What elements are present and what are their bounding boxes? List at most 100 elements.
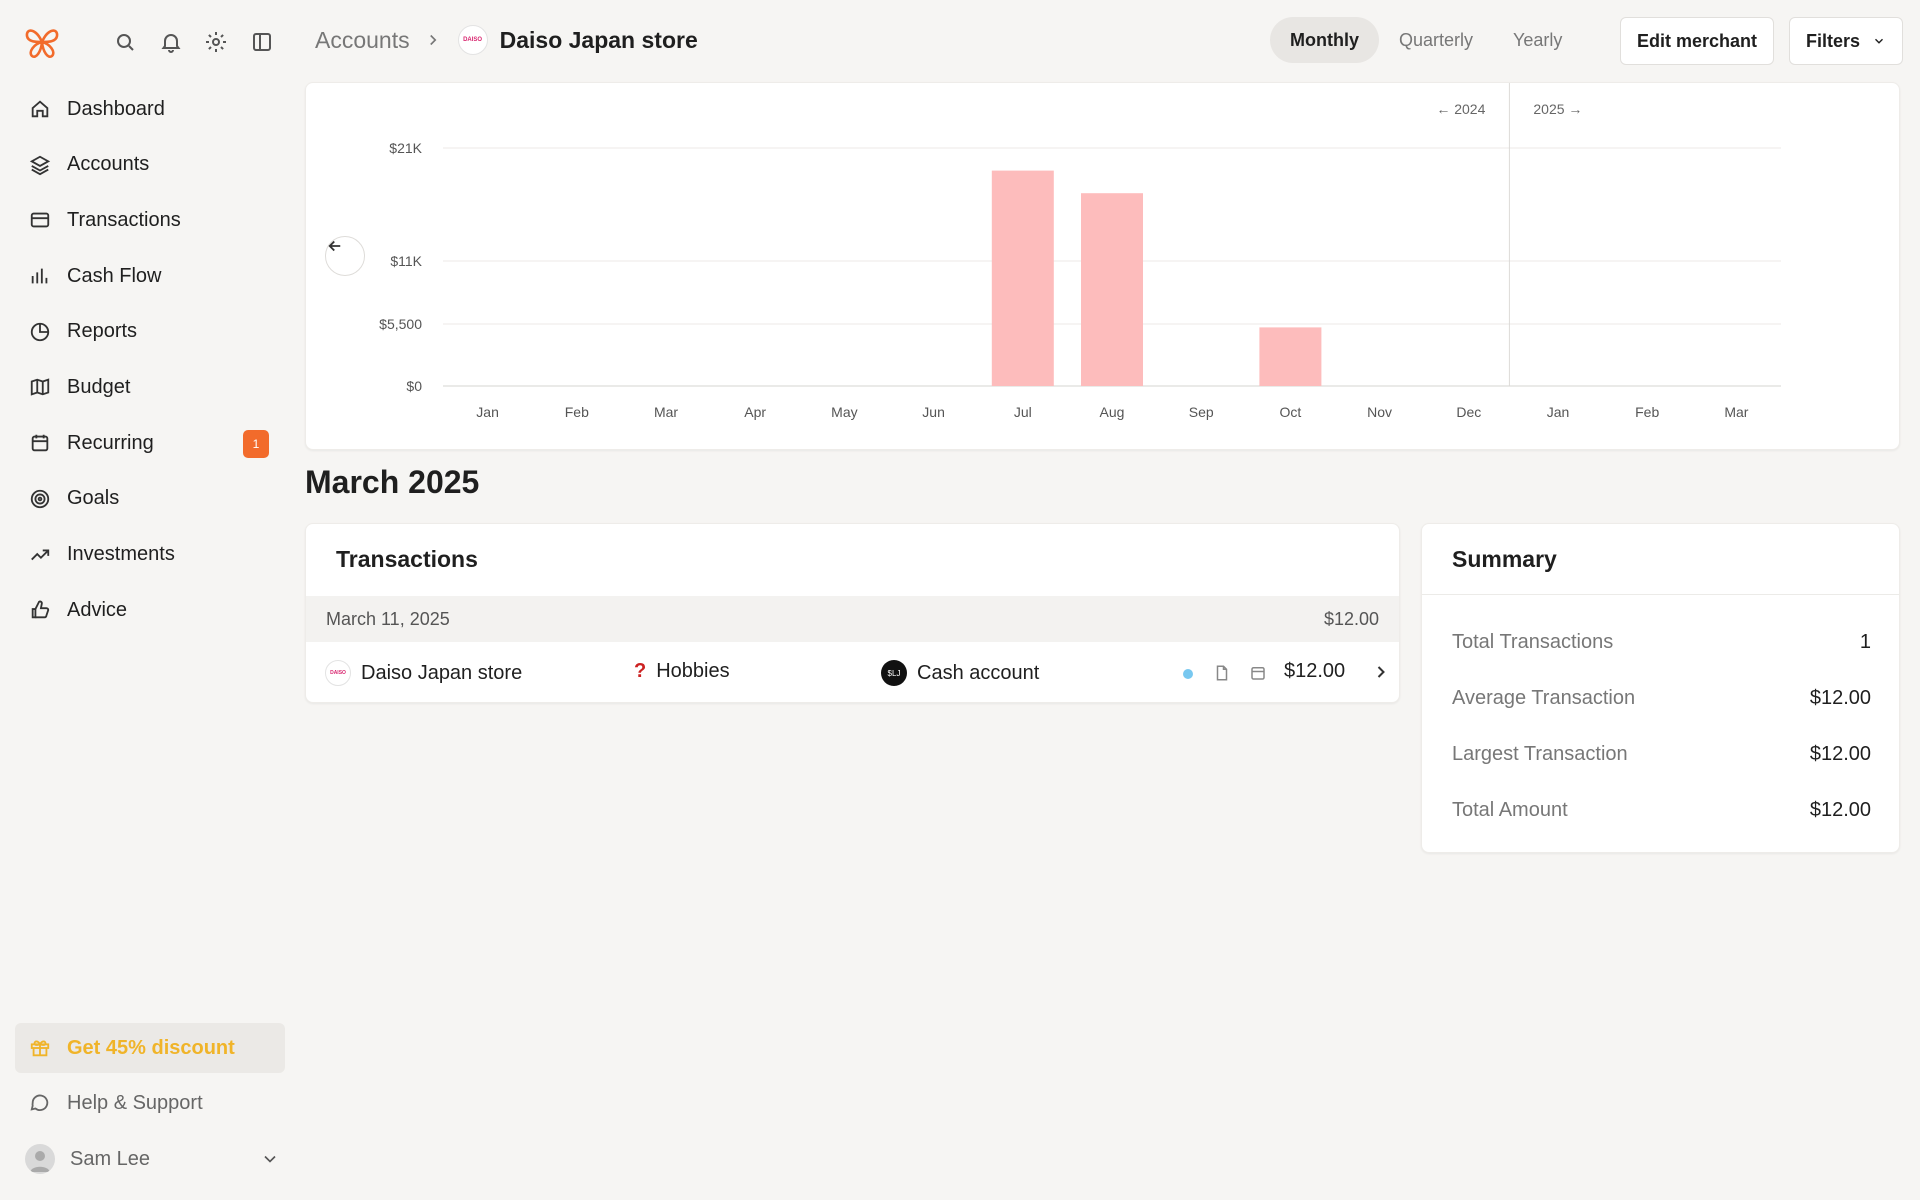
merchant-spending-chart: $0 $5,500 $11K $21K ← 2024 2025 → Jan Feb Mar Apr… bbox=[305, 82, 1900, 450]
x-tick-label: Jun bbox=[922, 404, 945, 420]
bell-icon[interactable] bbox=[159, 30, 183, 54]
x-tick-label: Jul bbox=[1014, 404, 1032, 420]
chart-canvas: $0 $5,500 $11K $21K ← 2024 2025 → Jan Feb Mar Apr… bbox=[379, 83, 1781, 420]
header: Accounts DAISO Daiso Japan store Monthly… bbox=[300, 0, 1920, 80]
summary-row: Largest Transaction $12.00 bbox=[1452, 743, 1871, 766]
sidebar-item-reports[interactable]: Reports bbox=[15, 307, 285, 357]
period-monthly[interactable]: Monthly bbox=[1270, 17, 1379, 63]
sidebar-toggle-icon[interactable] bbox=[250, 30, 274, 54]
chat-bubble-icon bbox=[30, 1094, 49, 1112]
account-name: Cash account bbox=[917, 661, 1040, 684]
calendar-icon[interactable] bbox=[1249, 664, 1267, 682]
discount-promo-button[interactable]: Get 45% discount bbox=[15, 1023, 285, 1073]
sidebar-item-transactions[interactable]: Transactions bbox=[15, 195, 285, 245]
y-tick-label: $0 bbox=[406, 378, 422, 394]
chart-bar bbox=[991, 170, 1054, 386]
sidebar-item-label: Advice bbox=[67, 598, 128, 621]
chevron-right-icon[interactable] bbox=[1371, 662, 1391, 682]
filters-button[interactable]: Filters bbox=[1789, 17, 1904, 65]
x-tick-label: Jan bbox=[1547, 404, 1570, 420]
sidebar-item-dashboard[interactable]: Dashboard bbox=[15, 84, 285, 134]
sidebar-item-recurring[interactable]: Recurring 1 bbox=[15, 418, 285, 468]
table-row[interactable]: DAISO Daiso Japan store ? Hobbies $LJ Ca… bbox=[306, 642, 1399, 702]
summary-label: Total Transactions bbox=[1452, 631, 1614, 653]
x-tick-label: Mar bbox=[654, 404, 678, 420]
summary-value: $12.00 bbox=[1809, 743, 1871, 765]
edit-merchant-button[interactable]: Edit merchant bbox=[1620, 17, 1775, 65]
credit-card-icon bbox=[30, 213, 50, 228]
x-tick-label: Apr bbox=[744, 404, 766, 420]
month-heading: March 2025 bbox=[305, 464, 480, 500]
x-tick-label: Jan bbox=[476, 404, 499, 420]
period-quarterly[interactable]: Quarterly bbox=[1399, 29, 1474, 50]
user-name: Sam Lee bbox=[70, 1147, 151, 1170]
x-tick-label: Oct bbox=[1280, 404, 1302, 420]
sidebar-item-label: Dashboard bbox=[67, 97, 165, 120]
chart-prev-button[interactable] bbox=[325, 236, 365, 276]
sidebar-item-investments[interactable]: Investments bbox=[15, 530, 285, 580]
transaction-category[interactable]: ? Hobbies bbox=[634, 660, 730, 683]
sidebar: Dashboard Accounts Transactions Cash Flo… bbox=[0, 0, 300, 1200]
category-name: Hobbies bbox=[656, 660, 730, 682]
sidebar-item-goals[interactable]: Goals bbox=[15, 474, 285, 524]
sidebar-item-label: Reports bbox=[67, 320, 138, 343]
avatar bbox=[25, 1144, 55, 1174]
sidebar-item-budget[interactable]: Budget bbox=[15, 362, 285, 412]
filters-label: Filters bbox=[1806, 30, 1861, 51]
summary-label: Average Transaction bbox=[1452, 687, 1636, 709]
x-tick-label: Mar bbox=[1724, 404, 1748, 420]
sidebar-item-label: Goals bbox=[67, 487, 120, 510]
sidebar-toolbar bbox=[20, 22, 280, 62]
target-icon bbox=[30, 489, 50, 508]
x-tick-label: May bbox=[831, 404, 857, 420]
x-tick-label: Sep bbox=[1189, 404, 1214, 420]
help-support-button[interactable]: Help & Support bbox=[15, 1078, 285, 1128]
search-icon[interactable] bbox=[113, 30, 137, 54]
gift-icon bbox=[30, 1040, 50, 1057]
x-tick-label: Feb bbox=[565, 404, 589, 420]
merchant-logo: DAISO bbox=[325, 660, 351, 686]
sidebar-item-advice[interactable]: Advice bbox=[15, 585, 285, 635]
transactions-title: Transactions bbox=[336, 546, 478, 572]
breadcrumb-accounts-link[interactable]: Accounts bbox=[315, 26, 410, 53]
recurring-count-badge: 1 bbox=[243, 430, 269, 459]
chevron-down-icon bbox=[264, 1155, 276, 1163]
transactions-card: Transactions March 11, 2025 $12.00 DAISO… bbox=[305, 523, 1400, 703]
sidebar-item-accounts[interactable]: Accounts bbox=[15, 140, 285, 190]
x-tick-label: Dec bbox=[1456, 404, 1481, 420]
bar-chart-icon bbox=[31, 268, 48, 284]
logo-icon[interactable] bbox=[22, 22, 62, 62]
summary-row: Total Amount $12.00 bbox=[1452, 799, 1871, 822]
document-icon[interactable] bbox=[1213, 664, 1231, 682]
sidebar-item-label: Investments bbox=[67, 543, 175, 565]
map-icon bbox=[30, 378, 50, 397]
summary-row: Average Transaction $12.00 bbox=[1452, 687, 1871, 710]
thumbs-up-icon bbox=[31, 600, 50, 619]
chevron-down-icon bbox=[1875, 38, 1884, 44]
divider bbox=[1422, 594, 1899, 595]
year-label-next: 2025 → bbox=[1533, 101, 1582, 117]
transaction-merchant[interactable]: DAISO Daiso Japan store bbox=[325, 660, 522, 686]
sidebar-item-cash-flow[interactable]: Cash Flow bbox=[15, 251, 285, 301]
home-icon bbox=[31, 100, 49, 118]
question-mark-icon: ? bbox=[634, 660, 647, 682]
pending-status-dot bbox=[1183, 669, 1193, 679]
sidebar-item-label: Recurring bbox=[67, 431, 154, 454]
gear-icon[interactable] bbox=[204, 30, 228, 54]
calendar-icon bbox=[31, 434, 49, 452]
transaction-account[interactable]: $LJ Cash account bbox=[881, 660, 1039, 686]
y-tick-label: $5,500 bbox=[379, 316, 422, 332]
sidebar-item-label: Transactions bbox=[67, 208, 181, 231]
sidebar-item-label: Accounts bbox=[67, 153, 150, 176]
sidebar-item-label: Budget bbox=[67, 375, 131, 398]
period-yearly[interactable]: Yearly bbox=[1513, 29, 1563, 50]
transaction-date: March 11, 2025 bbox=[326, 609, 450, 629]
user-menu[interactable]: Sam Lee bbox=[25, 1142, 280, 1176]
period-toggle: Monthly Quarterly Yearly bbox=[1270, 17, 1582, 63]
chevron-right-icon bbox=[429, 34, 437, 46]
y-tick-label: $21K bbox=[389, 140, 422, 156]
summary-label: Total Amount bbox=[1452, 799, 1568, 821]
summary-value: $12.00 bbox=[1809, 687, 1871, 709]
x-tick-label: Feb bbox=[1635, 404, 1659, 420]
breadcrumb: Accounts DAISO Daiso Japan store bbox=[315, 22, 698, 58]
